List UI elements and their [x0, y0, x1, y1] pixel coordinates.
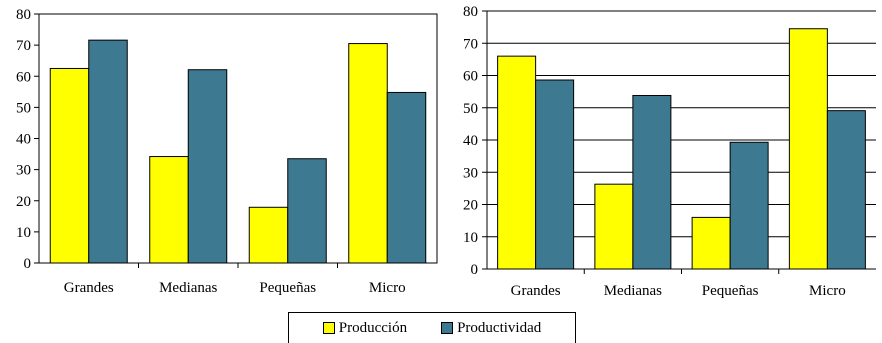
- chart-2: 0 10 20 30 40 50 60 70 80 Grandes Medianas Pequeñas…: [463, 4, 876, 299]
- bar-medianas-productividad: [632, 94, 672, 270]
- bar-grandes-produccion: [497, 55, 537, 270]
- bar-micro-productividad: [386, 91, 427, 264]
- legend-label-productividad: Productividad: [457, 319, 542, 336]
- legend-swatch-produccion: [322, 322, 335, 334]
- y-tick-label: 70: [463, 36, 478, 52]
- bar-pequeñas-produccion: [691, 216, 731, 270]
- y-tick-label: 80: [16, 7, 31, 23]
- y-tick-label: 70: [16, 38, 31, 54]
- bar-medianas-productividad: [187, 69, 228, 264]
- legend-label-produccion: Producción: [338, 319, 408, 336]
- y-tick-label: 30: [16, 163, 31, 179]
- bar-medianas-produccion: [594, 183, 634, 270]
- y-tick-label: 60: [16, 69, 31, 85]
- y-tick-label: 10: [463, 230, 478, 246]
- bar-grandes-productividad: [88, 39, 128, 264]
- x-tick-label: Medianas: [159, 280, 217, 296]
- y-tick-label: 60: [463, 69, 478, 85]
- legend-item-productividad: Productividad: [441, 320, 541, 337]
- y-tick-label: 40: [16, 132, 31, 148]
- bar-pequeñas-productividad: [729, 141, 769, 270]
- x-tick-label: Micro: [369, 280, 406, 296]
- y-tick-label: 50: [463, 101, 478, 117]
- legend: Producción Productividad: [288, 312, 576, 343]
- y-tick-label: 0: [471, 262, 479, 278]
- legend-swatch-productividad: [441, 322, 454, 334]
- bar-pequeñas-productividad: [287, 158, 327, 264]
- y-tick-label: 50: [16, 100, 31, 116]
- legend-item-produccion: Producción: [322, 319, 408, 337]
- y-tick-label: 10: [16, 225, 31, 241]
- bar-grandes-productividad: [535, 79, 575, 270]
- x-tick-label: Grandes: [511, 283, 561, 299]
- bar-micro-productividad: [826, 110, 866, 270]
- bar-micro-produccion: [788, 28, 828, 270]
- y-tick-label: 40: [463, 133, 478, 149]
- charts-canvas: 0 10 20 30 40 50 60 70 80 Grandes Medianas Pequeñas…: [16, 4, 876, 299]
- x-tick-label: Medianas: [604, 283, 662, 299]
- y-tick-label: 20: [463, 198, 478, 214]
- x-tick-label: Pequeñas: [259, 280, 316, 296]
- x-tick-label: Pequeñas: [702, 283, 759, 299]
- x-tick-label: Grandes: [64, 280, 114, 296]
- chart-1: 0 10 20 30 40 50 60 70 80 Grandes Medianas Pequeñas…: [16, 7, 438, 296]
- bar-micro-produccion: [348, 43, 388, 264]
- bar-pequeñas-produccion: [248, 206, 289, 264]
- bar-grandes-produccion: [49, 67, 90, 264]
- y-tick-label: 20: [16, 194, 31, 210]
- y-tick-label: 0: [24, 256, 32, 272]
- y-tick-label: 80: [463, 4, 478, 20]
- y-tick-label: 30: [463, 165, 478, 181]
- bar-medianas-produccion: [149, 156, 189, 264]
- x-tick-label: Micro: [809, 283, 846, 299]
